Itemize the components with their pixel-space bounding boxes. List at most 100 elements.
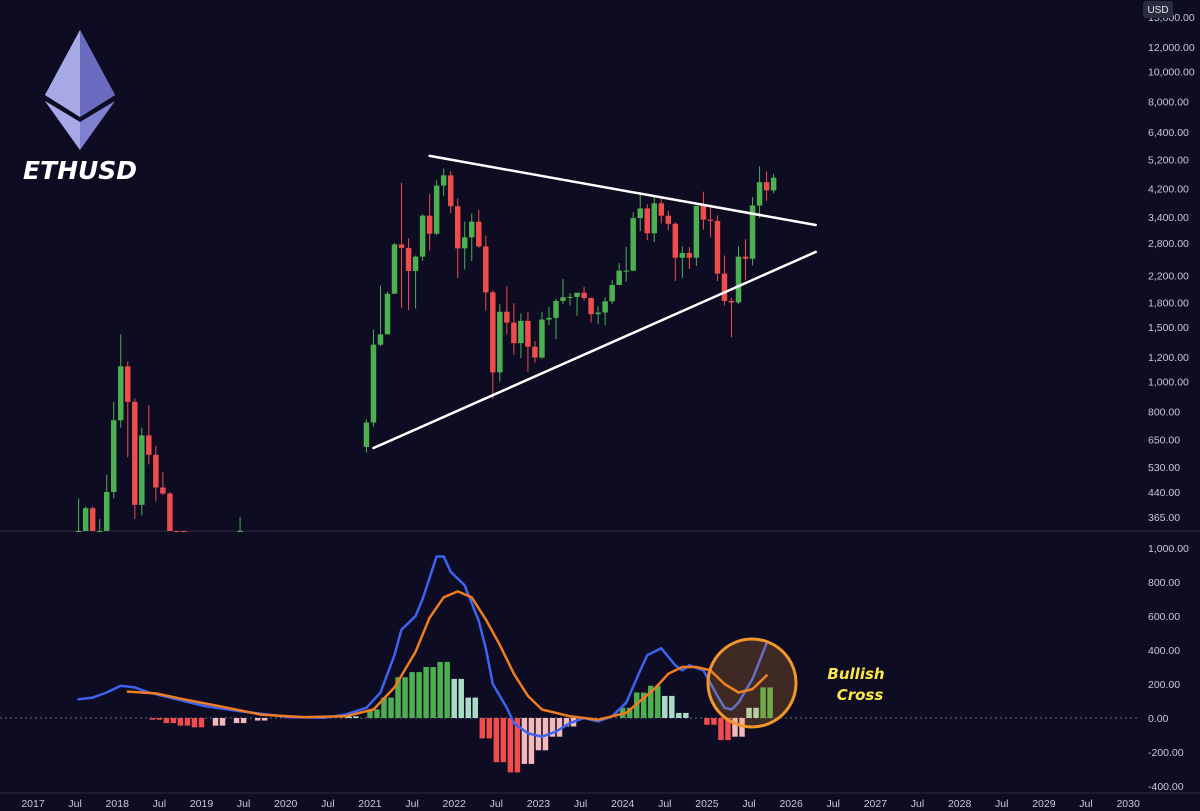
candle-body: [721, 273, 728, 301]
candles: [75, 166, 777, 532]
candle-body: [160, 487, 166, 494]
histogram-bar: [662, 695, 668, 718]
price-tick-label: 1,800.00: [1148, 297, 1189, 309]
histogram-bar: [177, 718, 184, 726]
candle-body: [433, 185, 440, 234]
histogram-bar: [535, 718, 542, 751]
histogram-bar: [423, 667, 429, 718]
ticker-label: ETHUSD: [23, 156, 137, 185]
time-tick-label: 2028: [948, 798, 972, 810]
candle-body: [686, 252, 693, 258]
candle-body: [658, 203, 665, 216]
candle-body: [110, 420, 117, 492]
histogram-bar: [669, 695, 675, 718]
histogram-bar: [753, 707, 759, 718]
time-tick-label: Jul: [995, 798, 1008, 810]
histogram-bar: [500, 718, 507, 763]
candle-body: [679, 252, 686, 258]
histogram-bar: [704, 718, 710, 725]
histogram-bar: [367, 709, 373, 718]
candle-body: [518, 320, 524, 344]
candle-body: [461, 237, 468, 249]
price-tick-label: 3,400.00: [1148, 212, 1189, 224]
candle-body: [651, 203, 658, 234]
candle-body: [735, 256, 742, 303]
trendlines: [372, 154, 817, 450]
histogram-bar: [184, 718, 191, 726]
trendline-upper: [428, 154, 817, 227]
candle-body: [146, 435, 152, 455]
histogram-bar: [465, 697, 471, 718]
candle-body: [770, 177, 777, 191]
candle-body: [602, 301, 608, 313]
price-tick-label: 2,800.00: [1148, 238, 1189, 250]
histogram-bar: [486, 718, 493, 739]
macd-axis: 1,000.00 800.00 600.00 400.00 200.00 0.00 -200…: [1148, 543, 1189, 793]
histogram-bar: [149, 718, 156, 720]
candle-body: [469, 221, 475, 238]
histogram-bar: [395, 677, 401, 718]
candle-body: [595, 312, 601, 315]
macd-line: [77, 555, 768, 738]
histogram-bar: [261, 718, 268, 721]
time-tick-label: Jul: [574, 798, 587, 810]
histogram-bar: [683, 712, 689, 718]
price-tick-label: 2,200.00: [1148, 270, 1189, 282]
histogram-bar: [725, 718, 731, 741]
time-tick-label: Jul: [68, 798, 81, 810]
candle-body: [96, 531, 103, 532]
histogram-bar: [718, 718, 724, 741]
candle-body: [440, 175, 447, 186]
time-tick-label: Jul: [490, 798, 503, 810]
candle-body: [693, 205, 700, 258]
histogram-bar: [374, 709, 380, 718]
histogram-bar: [353, 716, 359, 718]
histogram-bar: [388, 697, 394, 718]
candle-body: [89, 508, 96, 531]
histogram-bar: [676, 712, 682, 718]
time-tick-label: 2030: [1116, 798, 1140, 810]
candle-body: [763, 182, 770, 191]
time-tick-label: Jul: [911, 798, 924, 810]
candle-body: [749, 205, 756, 259]
histogram-bar: [767, 687, 773, 718]
candle-body: [707, 219, 714, 221]
histogram-bar: [170, 718, 177, 724]
candle-body: [103, 492, 110, 531]
candle-body: [511, 322, 517, 344]
candle-body: [728, 300, 735, 303]
candle-body: [756, 182, 763, 206]
time-axis: 2017 Jul 2018 Jul 2019 Jul 2020 Jul 2021 Jul 2022 J…: [21, 798, 1140, 810]
price-tick-label: 4,200.00: [1148, 183, 1189, 195]
candle-body: [630, 218, 636, 271]
candle-body: [560, 297, 566, 301]
histogram-bar: [409, 672, 415, 718]
macd-tick-label: 400.00: [1148, 645, 1180, 657]
histogram-bar: [563, 718, 570, 727]
time-tick-label: 2023: [527, 798, 551, 810]
candle-body: [363, 422, 370, 447]
candle-body: [447, 175, 454, 207]
candle-body: [384, 293, 391, 335]
histogram-bar: [402, 677, 408, 718]
candle-body: [497, 311, 503, 373]
histogram-bar: [198, 718, 205, 728]
candle-body: [665, 215, 672, 224]
price-tick-label: 8,000.00: [1148, 97, 1189, 109]
time-tick-label: 2021: [358, 798, 382, 810]
signal-line: [126, 590, 768, 721]
histogram-bar: [240, 718, 247, 724]
candle-body: [476, 221, 482, 247]
histogram-bar: [451, 678, 457, 718]
time-tick-label: Jul: [742, 798, 755, 810]
time-tick-label: 2020: [274, 798, 298, 810]
time-tick-label: 2024: [611, 798, 635, 810]
candle-body: [525, 320, 531, 347]
candle-body: [539, 319, 545, 358]
candle-body: [700, 205, 707, 220]
time-tick-label: Jul: [1079, 798, 1092, 810]
candle-body: [75, 531, 82, 532]
candle-body: [426, 215, 433, 234]
candle-body: [581, 292, 587, 299]
histogram-bar: [437, 661, 443, 718]
